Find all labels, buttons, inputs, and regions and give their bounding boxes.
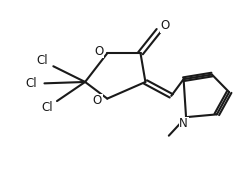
Text: Cl: Cl (41, 101, 53, 114)
Text: O: O (161, 19, 170, 32)
Text: Cl: Cl (25, 77, 37, 90)
Text: O: O (93, 94, 102, 107)
Text: Cl: Cl (36, 54, 48, 67)
Text: N: N (179, 117, 188, 130)
Text: O: O (94, 45, 103, 58)
